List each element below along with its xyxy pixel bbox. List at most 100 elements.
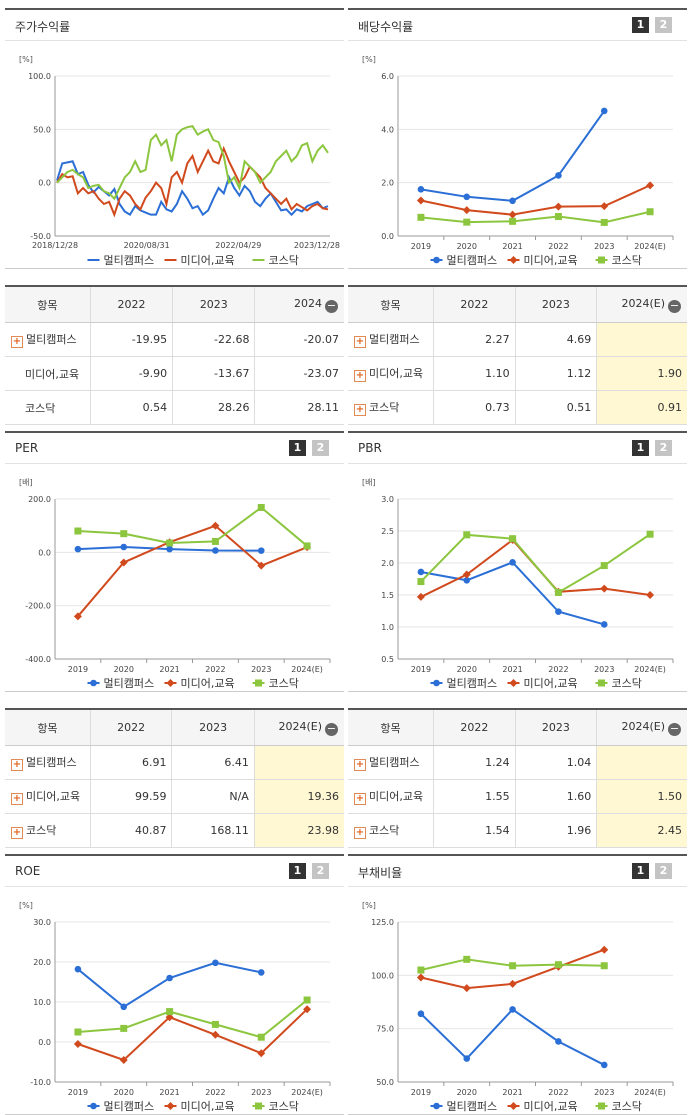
series-line	[77, 961, 262, 1009]
header-label: 2023	[199, 298, 228, 311]
expand-icon[interactable]: +	[354, 759, 366, 771]
x-tick-label: 2023	[594, 242, 614, 251]
cell-value: 168.11	[171, 813, 255, 848]
table-row: + 코스닥 0.73 0.51 0.91	[348, 390, 687, 425]
table-row: 미디어,교육 -9.90 -13.67 -23.07	[5, 356, 344, 391]
data-point	[508, 979, 517, 988]
collapse-icon[interactable]: −	[325, 721, 338, 736]
cell-value: 0.54	[90, 390, 174, 425]
view-2-button[interactable]: 2	[655, 17, 672, 33]
view-1-button[interactable]: 1	[632, 17, 649, 33]
y-tick-label: -200.0	[25, 602, 51, 611]
data-point	[555, 172, 562, 179]
collapse-icon[interactable]: −	[668, 298, 681, 313]
cell-value: 0.91	[596, 390, 687, 425]
x-tick-label: 2020	[457, 665, 477, 674]
y-tick-label: 50.0	[376, 1078, 394, 1087]
expand-icon[interactable]: +	[11, 827, 23, 839]
data-point	[74, 1028, 82, 1036]
view-2-button[interactable]: 2	[312, 863, 329, 879]
legend-item: 미디어,교육	[164, 677, 235, 690]
view-2-button[interactable]: 2	[655, 863, 672, 879]
view-1-button[interactable]: 1	[289, 440, 306, 456]
collapse-icon[interactable]: −	[325, 298, 338, 313]
legend-label: 미디어,교육	[524, 1100, 578, 1113]
expand-icon[interactable]: +	[11, 793, 23, 805]
data-point	[463, 576, 471, 584]
legend-label: 미디어,교육	[181, 1100, 235, 1113]
data-point	[416, 973, 425, 982]
view-2-button[interactable]: 2	[312, 440, 329, 456]
legend-marker	[598, 1102, 605, 1110]
data-point	[166, 1008, 174, 1016]
y-tick-label: 0.0	[38, 1038, 51, 1047]
expand-icon[interactable]: +	[11, 336, 23, 348]
y-tick-label: 125.0	[371, 918, 394, 927]
data-point	[303, 996, 311, 1004]
cell-value: 6.91	[90, 745, 173, 780]
legend-item: 멀티캠퍼스	[430, 677, 497, 690]
series-line	[420, 110, 606, 202]
data-point	[600, 621, 608, 628]
legend-marker	[255, 1102, 262, 1110]
data-point	[303, 1005, 312, 1014]
expand-icon[interactable]: +	[354, 370, 366, 382]
header-label: 항목	[37, 721, 58, 735]
table-header-row: 항목 2022 2023 2024(E) −	[348, 708, 687, 746]
y-tick-label: -50.0	[30, 232, 51, 241]
cell-value: 40.87	[90, 813, 173, 848]
panel-title: PBR	[358, 441, 382, 455]
view-1-button[interactable]: 1	[632, 863, 649, 879]
header-label: 2022	[117, 298, 146, 311]
y-tick-label: 1.5	[381, 591, 394, 600]
chart-svg: [배] 3.0 2.5 2.0 1.5 1.0 0.5 2019 2020 2021 2022 202…	[362, 478, 674, 690]
y-tick-label: 6.0	[381, 72, 394, 81]
data-point	[417, 568, 425, 576]
legend-item: 코스닥	[252, 677, 299, 690]
view-1-button[interactable]: 1	[289, 863, 306, 879]
expand-icon[interactable]: +	[354, 404, 366, 416]
expand-icon[interactable]: +	[354, 336, 366, 348]
series-0	[56, 160, 329, 217]
data-point	[600, 107, 608, 115]
series-line	[77, 524, 308, 617]
data-point	[463, 531, 471, 539]
data-point	[73, 612, 82, 621]
row-label: 코스닥	[5, 390, 91, 425]
header-item: 항목	[348, 708, 435, 746]
data-point	[463, 218, 471, 226]
legend-marker	[255, 679, 262, 687]
header-year: 2022	[90, 285, 174, 323]
header-year: 2022	[433, 708, 516, 746]
header-label: 2022	[460, 721, 489, 734]
header-label: 항목	[380, 721, 401, 735]
series-2	[74, 996, 311, 1041]
series-0	[417, 559, 608, 628]
cell-value: 1.55	[433, 779, 516, 814]
y-tick-label: 0.0	[38, 548, 51, 557]
legend-item: 멀티캠퍼스	[87, 1100, 154, 1113]
data-point	[646, 208, 654, 216]
view-1-button[interactable]: 1	[632, 440, 649, 456]
legend-label: 멀티캠퍼스	[447, 1100, 498, 1113]
view-2-button[interactable]: 2	[655, 440, 672, 456]
x-tick-label: 2022	[205, 665, 225, 674]
y-tick-label: 100.0	[371, 971, 394, 980]
data-point	[509, 962, 517, 970]
expand-icon[interactable]: +	[11, 759, 23, 771]
expand-icon[interactable]: +	[354, 793, 366, 805]
expand-icon[interactable]: +	[354, 827, 366, 839]
data-point	[74, 965, 82, 973]
legend-label: 멀티캠퍼스	[104, 254, 155, 267]
legend-label: 멀티캠퍼스	[447, 254, 498, 267]
legend-item: 코스닥	[595, 254, 642, 267]
legend-label: 미디어,교육	[524, 254, 578, 267]
header-item: 항목	[348, 285, 435, 323]
y-tick-label: 3.0	[381, 495, 394, 504]
y-tick-label: -10.0	[30, 1078, 51, 1087]
legend-marker	[509, 679, 518, 687]
collapse-icon[interactable]: −	[668, 721, 681, 736]
x-tick-label: 2022	[548, 665, 568, 674]
unit-label: [배]	[19, 478, 33, 487]
x-tick-label: 2021	[502, 242, 522, 251]
